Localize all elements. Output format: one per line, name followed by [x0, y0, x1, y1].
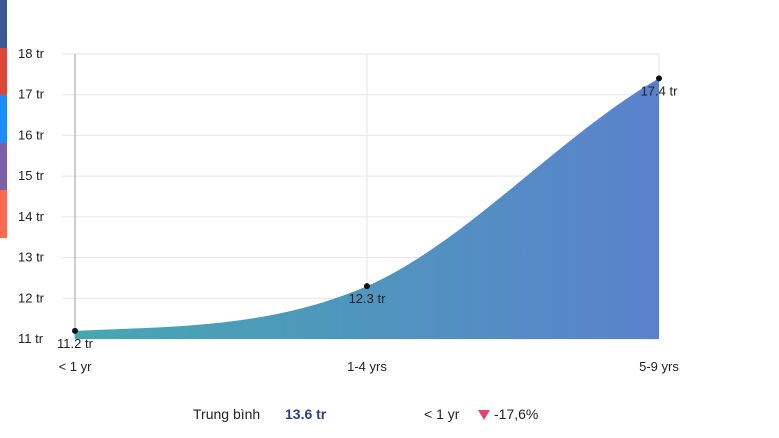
data-label: 11.2 tr — [57, 336, 94, 351]
side-strip-segment — [0, 47, 7, 96]
side-strip-segment — [0, 95, 7, 143]
y-tick-label: 14 tr — [18, 209, 45, 224]
comparison-label: < 1 yr — [424, 406, 460, 422]
x-tick-label: < 1 yr — [59, 359, 93, 374]
y-tick-label: 18 tr — [18, 46, 45, 61]
x-tick-label: 1-4 yrs — [347, 359, 387, 374]
side-strip-segment — [0, 190, 7, 238]
labels: 11 tr 12 tr 13 tr 14 tr 15 tr 16 tr 17 tr 18 tr… — [18, 46, 679, 374]
data-label: 17.4 tr — [641, 83, 679, 98]
data-point — [656, 75, 662, 82]
y-tick-label: 11 tr — [18, 331, 44, 346]
y-tick-label: 16 tr — [18, 127, 45, 142]
side-strip-segment — [0, 142, 7, 191]
side-color-strip — [0, 0, 7, 238]
area-fill — [75, 78, 659, 339]
data-point — [364, 283, 370, 290]
x-tick-label: 5-9 yrs — [639, 359, 679, 374]
side-strip-segment — [0, 0, 7, 48]
triangle-down-icon — [478, 410, 490, 420]
average-value: 13.6 tr — [285, 406, 327, 422]
data-point — [72, 327, 78, 334]
chart-footer: Trung bình 13.6 tr < 1 yr -17,6% — [0, 406, 779, 426]
y-tick-label: 13 tr — [18, 250, 45, 265]
data-label: 12.3 tr — [349, 291, 387, 306]
y-tick-label: 17 tr — [18, 87, 45, 102]
average-label: Trung bình — [193, 406, 261, 422]
area-series — [75, 78, 659, 339]
data-points — [72, 75, 662, 334]
comparison-value: -17,6% — [494, 406, 539, 422]
y-tick-label: 12 tr — [18, 290, 45, 305]
y-tick-label: 15 tr — [18, 168, 45, 183]
